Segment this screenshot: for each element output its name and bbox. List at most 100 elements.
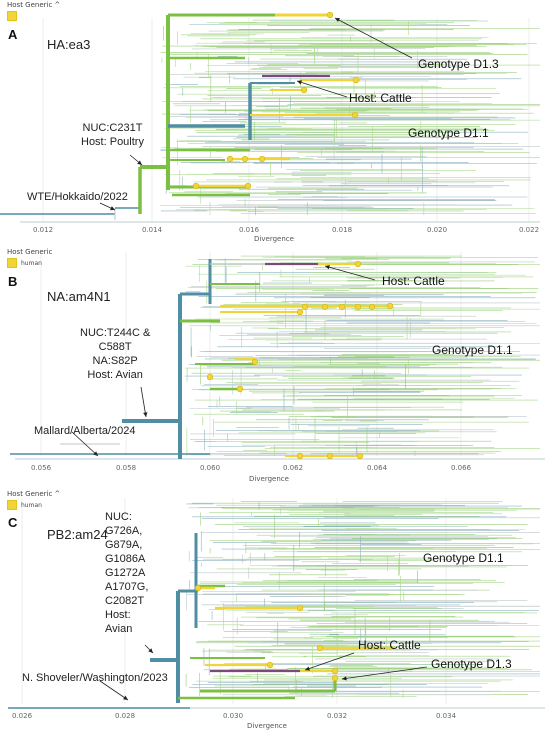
genotype-d13-label: Genotype D1.3 <box>418 57 499 71</box>
human-tip-marker <box>296 452 304 460</box>
human-tip-marker <box>338 303 346 311</box>
human-swatch-icon <box>7 500 17 510</box>
x-axis-label: Divergence <box>249 475 289 483</box>
x-tick: 0.030 <box>222 712 244 720</box>
mutation-line: NUC:T244C & <box>80 327 151 339</box>
arrow-head <box>148 648 153 653</box>
x-tick: 0.034 <box>435 712 457 720</box>
panel-c: Host Generic ^ human C PB2:am24 NUC: G72… <box>0 488 550 732</box>
human-tip-marker <box>331 667 339 675</box>
tree-a <box>0 11 540 223</box>
panel-b: Host Generic human B NA:am4N1 NUC:T244C … <box>0 244 550 488</box>
header-label: Host Generic <box>7 248 53 256</box>
human-tip-marker <box>236 385 244 393</box>
mutation-line: NA:S82P <box>92 355 138 367</box>
panel-a: Host Generic ^ human A HA:ea3 NUC:C231T … <box>0 0 550 244</box>
human-tip-marker <box>300 86 308 94</box>
human-tip-marker <box>194 584 202 592</box>
arrow-head <box>342 676 347 681</box>
root-strain-label: WTE/Hokkaido/2022 <box>27 191 128 203</box>
x-tick: 0.032 <box>326 712 348 720</box>
genotype-d11-label: Genotype D1.1 <box>408 126 489 140</box>
x-tick: 0.016 <box>238 226 260 234</box>
genotype-d11-label: Genotype D1.1 <box>423 551 504 565</box>
host-generic-header[interactable]: Host Generic <box>7 248 52 256</box>
annotation-arrow <box>71 431 99 457</box>
host-generic-header[interactable]: Host Generic ^ <box>7 490 60 498</box>
arrow-head <box>93 451 98 456</box>
x-tick: 0.058 <box>115 464 137 472</box>
x-tick: 0.064 <box>366 464 388 472</box>
mutation-line: A1707G, <box>105 581 149 593</box>
root-strain-label: N. Shoveler/Washington/2023 <box>22 672 168 684</box>
human-tip-marker <box>266 661 274 669</box>
host-line: Host: Poultry <box>81 136 144 148</box>
x-tick: 0.022 <box>518 226 540 234</box>
human-tip-marker <box>192 182 200 190</box>
annotation-arrow <box>140 386 147 418</box>
mutation-line: C588T <box>98 341 132 353</box>
tree-b <box>10 252 545 460</box>
human-tip-marker <box>321 303 329 311</box>
host-line: Host: Avian <box>87 369 143 381</box>
mutation-line: NUC: <box>105 511 132 523</box>
legend: human <box>7 500 42 510</box>
annotation-arrow <box>324 265 376 281</box>
mutation-line: G1272A <box>105 567 146 579</box>
x-tick: 0.014 <box>141 226 163 234</box>
segment-label: NA:am4N1 <box>47 289 111 304</box>
human-tip-marker <box>258 155 266 163</box>
arrow-head <box>335 18 340 23</box>
arrow-head <box>110 206 115 211</box>
legend: human <box>7 258 42 268</box>
chevron-up-icon[interactable]: ^ <box>54 489 61 498</box>
x-tick: 0.066 <box>450 464 472 472</box>
host-generic-header[interactable]: Host Generic ^ <box>7 1 60 9</box>
x-tick: 0.056 <box>30 464 52 472</box>
legend-label: human <box>21 501 42 509</box>
annotation-arrow <box>304 652 355 671</box>
panel-letter: C <box>8 515 18 530</box>
human-tip-marker <box>316 644 324 652</box>
human-tip-marker <box>251 358 259 366</box>
human-tip-marker <box>352 76 360 84</box>
mutation-line: G1086A <box>105 553 146 565</box>
human-tip-marker <box>354 260 362 268</box>
header-label: Host Generic <box>7 490 53 498</box>
human-tip-marker <box>226 155 234 163</box>
node-mutation-label: NUC:C231T Host: Poultry <box>81 121 144 149</box>
tree-c <box>8 498 545 709</box>
arrow-head <box>123 695 128 700</box>
mutation-line: G726A, <box>105 525 143 537</box>
human-tip-marker <box>326 452 334 460</box>
human-tip-marker <box>241 155 249 163</box>
arrow-head <box>305 666 310 671</box>
x-tick: 0.062 <box>282 464 304 472</box>
x-tick: 0.020 <box>426 226 448 234</box>
human-tip-marker <box>301 303 309 311</box>
arrow-head <box>325 265 330 270</box>
host-cattle-label: Host: Cattle <box>349 91 412 105</box>
human-swatch-icon <box>7 258 17 268</box>
host-line: Host: <box>105 609 131 621</box>
x-tick: 0.028 <box>114 712 136 720</box>
node-mutation-label: NUC: G726A, G879A, G1086A G1272A A1707G,… <box>105 510 148 636</box>
host-cattle-label: Host: Cattle <box>358 638 421 652</box>
chevron-up-icon[interactable]: ^ <box>54 0 61 9</box>
host-line: Avian <box>105 623 133 635</box>
segment-label: PB2:am24 <box>47 527 108 542</box>
human-tip-marker <box>354 303 362 311</box>
x-tick: 0.012 <box>32 226 54 234</box>
annotation-arrow <box>334 17 413 59</box>
human-tip-marker <box>386 302 394 310</box>
host-cattle-label: Host: Cattle <box>382 274 445 288</box>
human-tip-marker <box>244 182 252 190</box>
x-tick: 0.018 <box>331 226 353 234</box>
root-strain-label: Mallard/Alberta/2024 <box>34 425 136 437</box>
human-tip-marker <box>206 373 214 381</box>
human-tip-marker <box>368 303 376 311</box>
x-tick: 0.026 <box>11 712 33 720</box>
human-tip-marker <box>356 452 364 460</box>
legend: human <box>7 11 17 21</box>
mutation-line: NUC:C231T <box>82 122 143 134</box>
